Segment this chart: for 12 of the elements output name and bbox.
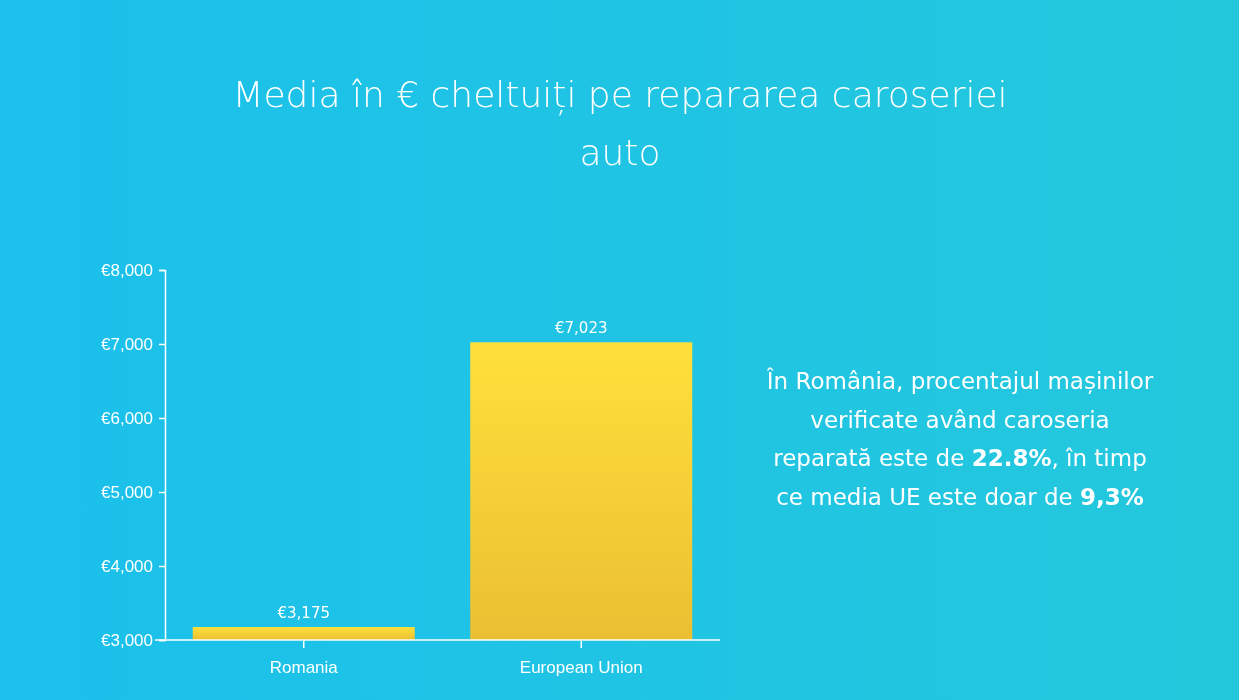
y-tick-label: €3,000 bbox=[101, 630, 153, 650]
y-tick-label: €7,000 bbox=[101, 334, 153, 354]
data-label: €7,023 bbox=[555, 319, 608, 338]
y-tick-label: €6,000 bbox=[101, 408, 153, 428]
text: În România, procentajul mașinilor verificate având caroseria reparată este de 22.8%, în timp ce media UE este doar de 9,3% bbox=[766, 368, 1154, 510]
y-tick-label: €4,000 bbox=[101, 556, 153, 576]
data-label: €3,175 bbox=[277, 604, 330, 623]
chart-title: Media în € cheltuiți pe repararea caroseriei auto bbox=[231, 73, 1009, 175]
y-tick-label: €8,000 bbox=[101, 260, 153, 280]
x-tick-label: European Union bbox=[519, 658, 643, 678]
y-tick-label: €5,000 bbox=[101, 482, 153, 502]
x-tick-label: Romania bbox=[269, 658, 339, 678]
